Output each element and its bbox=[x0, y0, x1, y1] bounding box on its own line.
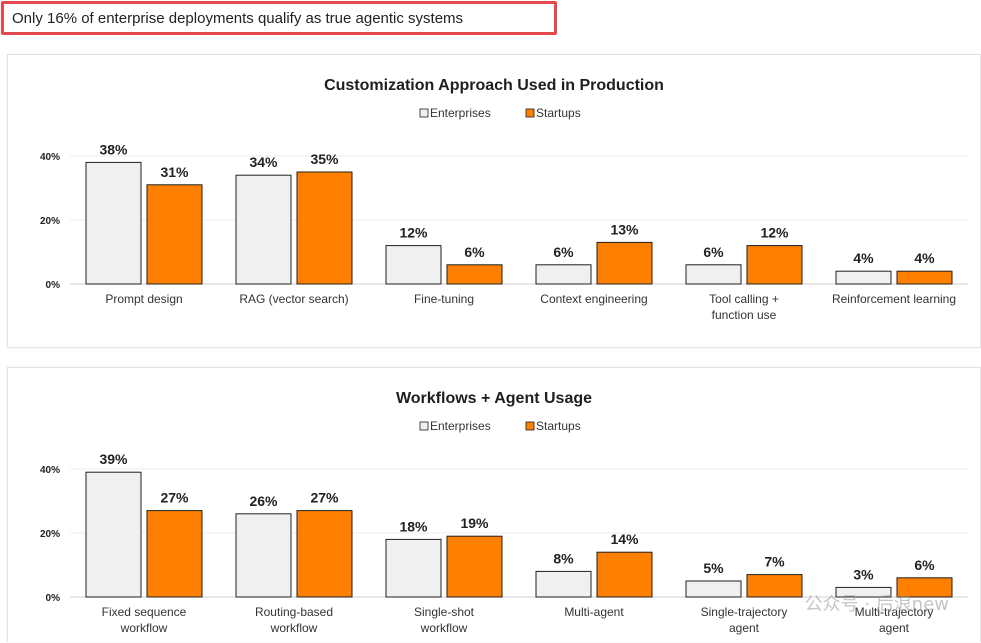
data-label: 7% bbox=[764, 554, 785, 570]
y-tick-label: 40% bbox=[40, 465, 60, 476]
data-label: 6% bbox=[464, 244, 485, 260]
customization-chart-panel: Customization Approach Used in Productio… bbox=[7, 54, 981, 348]
data-label: 6% bbox=[553, 244, 574, 260]
bar-enterprises bbox=[685, 580, 742, 598]
headline-text: Only 16% of enterprise deployments quali… bbox=[12, 10, 464, 27]
headline-box: Only 16% of enterprise deployments quali… bbox=[1, 1, 557, 35]
bar-enterprises bbox=[235, 174, 292, 285]
data-label: 27% bbox=[160, 490, 189, 506]
data-label: 27% bbox=[310, 490, 339, 506]
bar-startups bbox=[896, 270, 953, 285]
customization-chart: Customization Approach Used in Productio… bbox=[40, 77, 968, 322]
category-label: function use bbox=[712, 308, 777, 322]
data-label: 4% bbox=[853, 250, 874, 266]
bar-startups bbox=[146, 510, 203, 598]
category-label: agent bbox=[879, 621, 910, 635]
category-label: workflow bbox=[120, 621, 168, 635]
data-label: 13% bbox=[610, 221, 639, 237]
category-label: Reinforcement learning bbox=[832, 292, 956, 306]
bar-startups bbox=[596, 551, 653, 598]
category-label: Prompt design bbox=[105, 292, 182, 306]
data-label: 35% bbox=[310, 151, 339, 167]
data-label: 19% bbox=[460, 515, 489, 531]
bar-startups bbox=[446, 535, 503, 598]
bar-enterprises bbox=[385, 245, 442, 285]
data-label: 6% bbox=[914, 557, 935, 573]
bar-startups bbox=[146, 184, 203, 285]
bar-enterprises bbox=[535, 570, 592, 598]
legend-swatch-startups bbox=[525, 421, 535, 431]
data-label: 34% bbox=[249, 154, 278, 170]
chart-title: Customization Approach Used in Productio… bbox=[324, 77, 664, 94]
data-label: 31% bbox=[160, 164, 189, 180]
chart-title: Workflows + Agent Usage bbox=[396, 390, 592, 407]
data-label: 12% bbox=[760, 225, 789, 241]
bar-enterprises bbox=[835, 270, 892, 285]
category-label: Single-trajectory bbox=[701, 605, 788, 619]
bar-enterprises bbox=[385, 538, 442, 598]
legend-label-startups: Startups bbox=[536, 106, 581, 120]
bar-enterprises bbox=[535, 264, 592, 285]
bar-enterprises bbox=[85, 161, 142, 285]
bar-startups bbox=[596, 241, 653, 285]
bar-startups bbox=[446, 264, 503, 285]
category-label: Tool calling + bbox=[709, 292, 779, 306]
data-label: 18% bbox=[399, 518, 428, 534]
data-label: 4% bbox=[914, 250, 935, 266]
legend-swatch-enterprises bbox=[419, 108, 429, 118]
category-label: RAG (vector search) bbox=[239, 292, 348, 306]
bar-startups bbox=[746, 574, 803, 598]
data-label: 14% bbox=[610, 531, 639, 547]
y-tick-label: 20% bbox=[40, 216, 60, 227]
bar-startups bbox=[896, 577, 953, 598]
y-tick-label: 0% bbox=[46, 593, 61, 604]
data-label: 12% bbox=[399, 225, 428, 241]
legend-swatch-startups bbox=[525, 108, 535, 118]
category-label: workflow bbox=[420, 621, 468, 635]
workflows-chart: Workflows + Agent Usage Enterprises Startu… bbox=[40, 390, 968, 635]
y-tick-label: 0% bbox=[46, 280, 61, 291]
category-label: Fine-tuning bbox=[414, 292, 474, 306]
legend-label-enterprises: Enterprises bbox=[430, 419, 491, 433]
category-label: Multi-agent bbox=[564, 605, 624, 619]
bar-enterprises bbox=[235, 513, 292, 598]
data-label: 8% bbox=[553, 550, 574, 566]
data-label: 39% bbox=[99, 451, 128, 467]
bar-enterprises bbox=[835, 586, 892, 598]
data-label: 3% bbox=[853, 566, 874, 582]
category-label: Context engineering bbox=[540, 292, 647, 306]
bar-enterprises bbox=[685, 264, 742, 285]
data-label: 38% bbox=[99, 141, 128, 157]
category-label: Routing-based bbox=[255, 605, 333, 619]
data-label: 6% bbox=[703, 244, 724, 260]
legend-label-enterprises: Enterprises bbox=[430, 106, 491, 120]
data-label: 26% bbox=[249, 493, 278, 509]
workflows-chart-panel: Workflows + Agent Usage Enterprises Startu… bbox=[7, 367, 981, 642]
bar-enterprises bbox=[85, 471, 142, 598]
category-label: workflow bbox=[270, 621, 318, 635]
bar-startups bbox=[296, 171, 353, 285]
category-label: Multi-trajectory bbox=[855, 605, 934, 619]
bar-startups bbox=[296, 510, 353, 598]
legend-swatch-enterprises bbox=[419, 421, 429, 431]
category-label: Fixed sequence bbox=[102, 605, 187, 619]
y-tick-label: 40% bbox=[40, 152, 60, 163]
y-tick-label: 20% bbox=[40, 529, 60, 540]
bar-startups bbox=[746, 245, 803, 285]
category-label: agent bbox=[729, 621, 760, 635]
category-label: Single-shot bbox=[414, 605, 475, 619]
legend-label-startups: Startups bbox=[536, 419, 581, 433]
watermark: 公众号 · 后浪new bbox=[804, 594, 949, 615]
data-label: 5% bbox=[703, 560, 724, 576]
